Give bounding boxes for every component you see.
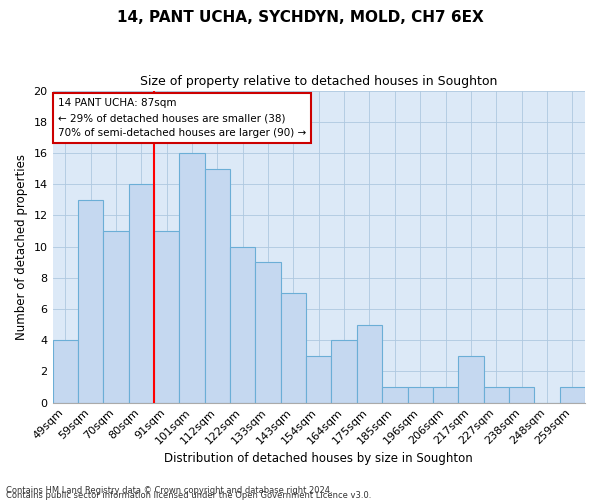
Bar <box>331 340 357 402</box>
Bar <box>382 387 407 402</box>
Bar <box>509 387 534 402</box>
Bar <box>230 246 256 402</box>
Bar <box>78 200 103 402</box>
Text: Contains public sector information licensed under the Open Government Licence v3: Contains public sector information licen… <box>6 491 371 500</box>
Bar <box>407 387 433 402</box>
Bar <box>281 294 306 403</box>
Title: Size of property relative to detached houses in Soughton: Size of property relative to detached ho… <box>140 75 497 88</box>
Y-axis label: Number of detached properties: Number of detached properties <box>15 154 28 340</box>
Bar <box>154 231 179 402</box>
Bar <box>357 324 382 402</box>
Text: 14, PANT UCHA, SYCHDYN, MOLD, CH7 6EX: 14, PANT UCHA, SYCHDYN, MOLD, CH7 6EX <box>116 10 484 25</box>
Bar <box>256 262 281 402</box>
Text: Contains HM Land Registry data © Crown copyright and database right 2024.: Contains HM Land Registry data © Crown c… <box>6 486 332 495</box>
Bar <box>205 168 230 402</box>
X-axis label: Distribution of detached houses by size in Soughton: Distribution of detached houses by size … <box>164 452 473 465</box>
Bar <box>179 153 205 402</box>
Bar <box>53 340 78 402</box>
Bar <box>484 387 509 402</box>
Bar <box>458 356 484 403</box>
Bar <box>433 387 458 402</box>
Text: 14 PANT UCHA: 87sqm
← 29% of detached houses are smaller (38)
70% of semi-detach: 14 PANT UCHA: 87sqm ← 29% of detached ho… <box>58 98 306 138</box>
Bar <box>128 184 154 402</box>
Bar <box>103 231 128 402</box>
Bar <box>560 387 585 402</box>
Bar <box>306 356 331 403</box>
